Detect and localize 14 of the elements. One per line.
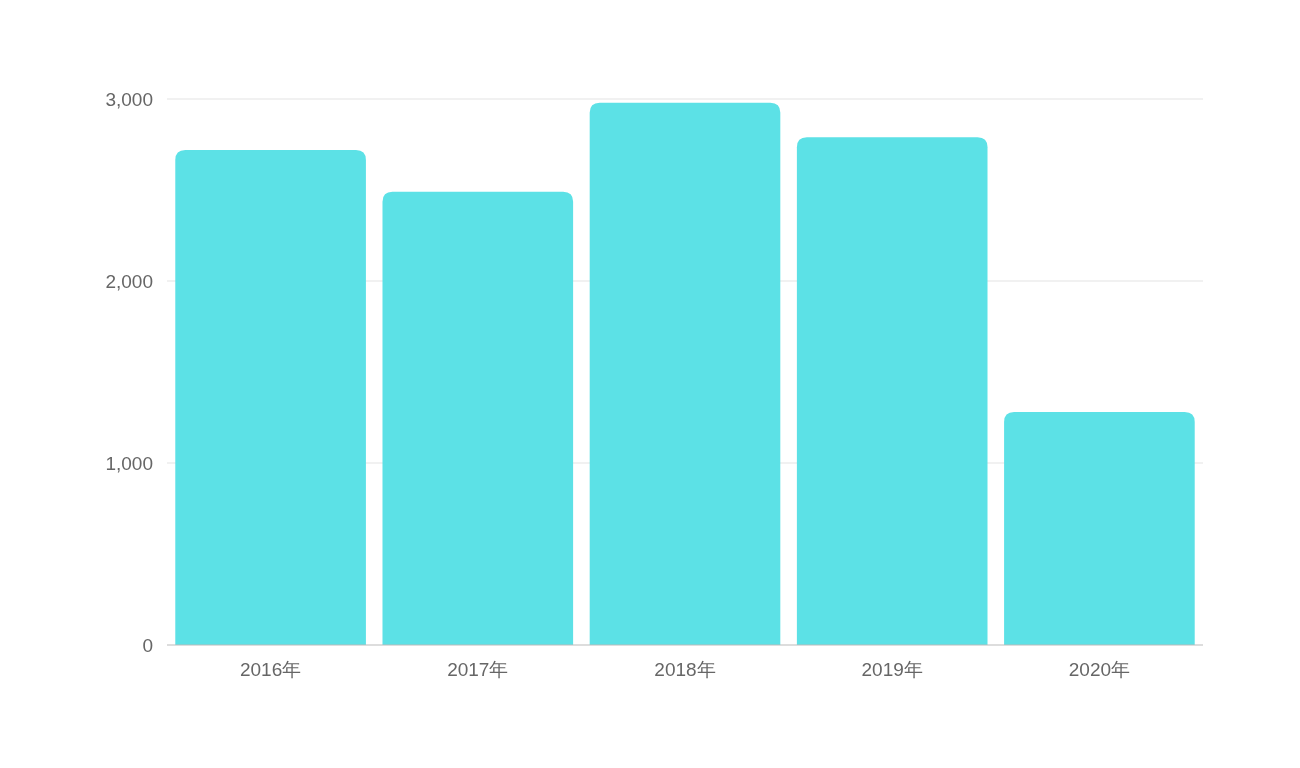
x-tick-label: 2018年 bbox=[654, 658, 716, 680]
bar bbox=[175, 149, 366, 645]
y-tick-label: 1,000 bbox=[105, 452, 153, 474]
y-tick-label: 0 bbox=[142, 634, 153, 656]
bar bbox=[589, 102, 781, 645]
x-tick-label: 2019年 bbox=[861, 658, 923, 680]
x-tick-label: 2016年 bbox=[239, 658, 302, 680]
y-tick-label: 2,000 bbox=[105, 270, 153, 292]
bar bbox=[382, 191, 574, 645]
x-tick-label: 2020年 bbox=[1068, 658, 1131, 680]
bar bbox=[1004, 412, 1195, 645]
x-tick-label: 2017年 bbox=[447, 658, 509, 680]
y-tick-label: 3,000 bbox=[105, 88, 153, 110]
bar bbox=[796, 137, 988, 645]
